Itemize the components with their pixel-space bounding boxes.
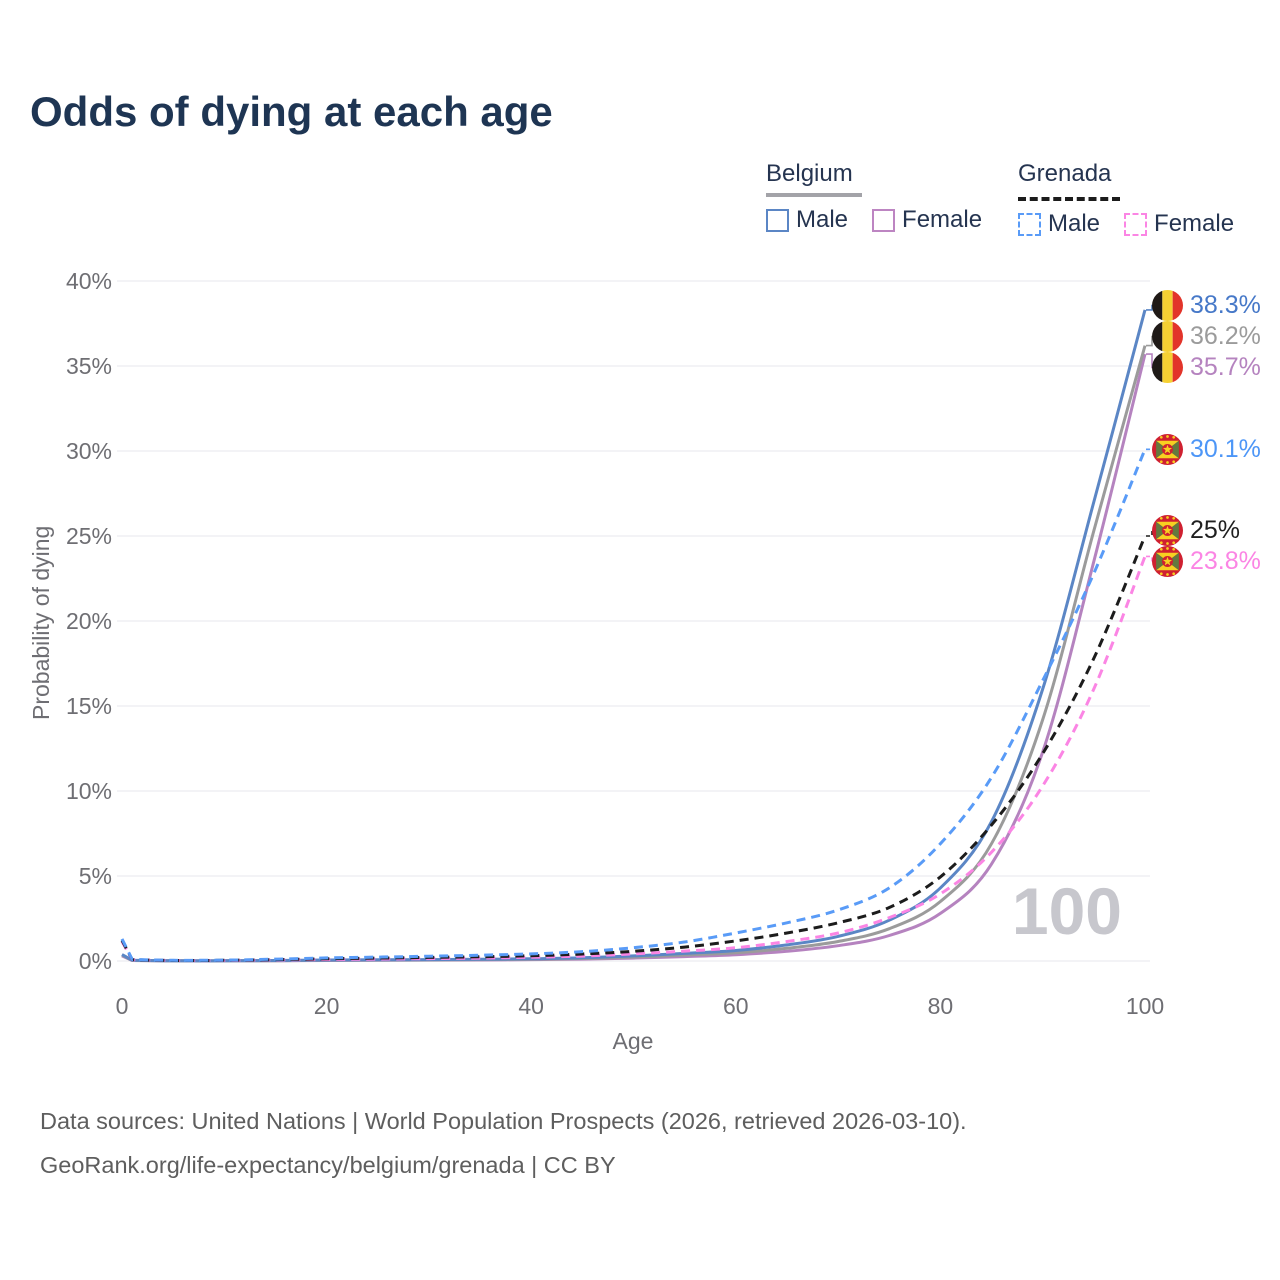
series-line-belgium-female (121, 353, 1147, 963)
footer: Data sources: United Nations | World Pop… (40, 1108, 967, 1196)
series-line-grenada-female (120, 555, 1147, 963)
legend-swatch-grenada-male (1018, 212, 1041, 236)
y-tick-10: 10% (66, 778, 112, 804)
y-tick-0: 0% (79, 948, 112, 974)
end-connector-belgium-total (1146, 335, 1156, 347)
y-tick-20: 20% (66, 608, 112, 634)
end-connector-belgium-male (1146, 304, 1156, 311)
series-line-belgium-male (121, 309, 1147, 963)
x-tick-80: 80 (928, 993, 954, 1019)
legend-label-grenada-male: Male (1048, 210, 1101, 237)
age-watermark: 100 (1011, 874, 1122, 948)
legend-underline-belgium (766, 193, 862, 197)
x-tick-0: 0 (116, 993, 129, 1019)
y-tick-15: 15% (66, 693, 112, 719)
end-connector-grenada-total (1146, 529, 1156, 537)
y-axis-title: Probability of dying (28, 525, 54, 720)
legend-label-grenada-female: Female (1154, 210, 1235, 237)
legend-group-belgium: Belgium Male Female (766, 160, 1006, 234)
series-line-belgium-total (121, 345, 1147, 963)
legend-country-belgium: Belgium (766, 160, 853, 187)
y-tick-40: 40% (66, 268, 112, 294)
legend-label-belgium-female: Female (902, 206, 983, 233)
legend-group-grenada: Grenada Male Female (1018, 160, 1258, 238)
x-axis-title: Age (612, 1028, 654, 1054)
y-tick-25: 25% (66, 523, 112, 549)
series-line-grenada-total (120, 535, 1147, 963)
y-tick-30: 30% (66, 438, 112, 464)
end-connector-grenada-female (1146, 555, 1156, 563)
y-tick-35: 35% (66, 353, 112, 379)
footer-attribution-line: GeoRank.org/life-expectancy/belgium/gren… (40, 1152, 616, 1178)
x-tick-60: 60 (723, 993, 749, 1019)
legend-swatch-belgium-female (872, 208, 896, 232)
legend-swatch-grenada-female (1124, 212, 1148, 236)
x-tick-20: 20 (314, 993, 340, 1019)
legend-country-grenada: Grenada (1018, 160, 1112, 187)
x-tick-40: 40 (518, 993, 544, 1019)
page-title: Odds of dying at each age (30, 88, 553, 135)
series-line-grenada-male (120, 448, 1147, 962)
x-tick-100: 100 (1126, 993, 1164, 1019)
legend-swatch-belgium-male (766, 208, 789, 232)
legend-label-belgium-male: Male (796, 206, 849, 233)
legend-underline-grenada (1018, 193, 1120, 201)
y-tick-5: 5% (79, 863, 112, 889)
footer-sources-line: Data sources: United Nations | World Pop… (40, 1108, 967, 1134)
